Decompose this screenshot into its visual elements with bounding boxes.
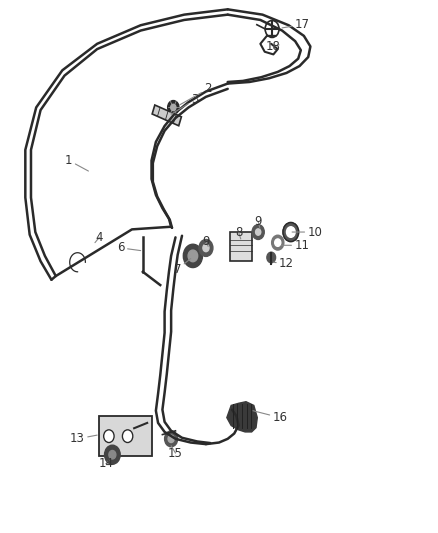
Circle shape: [171, 104, 176, 111]
Text: 13: 13: [70, 432, 97, 446]
Text: 10: 10: [292, 225, 322, 239]
Text: 1: 1: [65, 154, 88, 171]
Circle shape: [199, 239, 213, 256]
Circle shape: [104, 430, 114, 442]
Circle shape: [105, 445, 120, 464]
Circle shape: [286, 227, 295, 237]
Circle shape: [267, 252, 276, 263]
Text: 9: 9: [254, 215, 262, 228]
Text: 17: 17: [282, 18, 309, 31]
Polygon shape: [227, 402, 257, 432]
Circle shape: [275, 239, 281, 246]
Text: 11: 11: [281, 239, 309, 252]
Text: 18: 18: [266, 40, 281, 53]
Circle shape: [255, 229, 261, 235]
Circle shape: [109, 450, 116, 459]
Circle shape: [283, 222, 299, 241]
Text: 14: 14: [99, 456, 113, 470]
Circle shape: [252, 224, 264, 239]
Circle shape: [165, 431, 178, 447]
Text: 15: 15: [168, 446, 183, 459]
Circle shape: [272, 235, 284, 250]
Text: 3: 3: [171, 93, 199, 114]
Circle shape: [188, 250, 198, 262]
Circle shape: [168, 101, 179, 114]
FancyBboxPatch shape: [230, 232, 252, 261]
Text: 2: 2: [180, 83, 212, 105]
Text: 9: 9: [202, 235, 210, 247]
Text: 12: 12: [273, 257, 294, 270]
Text: 7: 7: [174, 259, 191, 276]
Circle shape: [168, 435, 174, 442]
Polygon shape: [152, 105, 181, 126]
Text: 16: 16: [253, 411, 287, 424]
Circle shape: [122, 430, 133, 442]
Circle shape: [203, 244, 209, 252]
Text: 4: 4: [95, 231, 103, 244]
FancyBboxPatch shape: [99, 416, 152, 456]
Text: 6: 6: [117, 241, 141, 254]
Text: 8: 8: [235, 225, 242, 239]
Circle shape: [184, 244, 202, 268]
